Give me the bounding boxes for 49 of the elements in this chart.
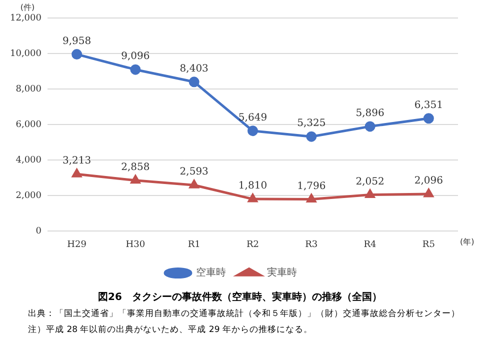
- point: [188, 76, 200, 88]
- text: 注）平成 28 年以前の出典がないため、平成 29 年からの推移になる。: [28, 324, 314, 336]
- y-tick-label: 12,000: [10, 13, 42, 24]
- x-tick-label: R3: [305, 240, 318, 250]
- data-label: 2,096: [414, 176, 443, 187]
- y-tick-label: 8,000: [16, 84, 42, 94]
- point: [306, 131, 317, 142]
- x-tick-label: R2: [246, 240, 260, 250]
- x-tick-label: R4: [364, 240, 377, 250]
- point: [72, 168, 82, 178]
- point: [130, 64, 141, 75]
- point: [365, 189, 375, 198]
- point: [364, 121, 376, 132]
- data-label: 9,096: [121, 51, 150, 62]
- point: [247, 126, 258, 136]
- y-tick-label: 6,000: [16, 120, 42, 130]
- source-note: 出典：「国土交通省」「事業用自動車の交通事故統計（令和５年版）」（財）交通事故総合分析センター）: [28, 308, 461, 320]
- data-label: 8,403: [180, 64, 208, 74]
- point: [130, 175, 140, 184]
- point: [189, 180, 199, 188]
- data-label: 5,325: [297, 118, 326, 130]
- x-tick-label: R5: [422, 240, 436, 250]
- point: [423, 113, 434, 124]
- point: [306, 194, 316, 203]
- data-label: 5,896: [356, 108, 384, 120]
- text: 図26 タクシーの事故件数（空車時、実車時）の推移（全国）: [97, 290, 383, 304]
- y-axis-title: (件): [20, 3, 35, 12]
- data-label: 3,213: [62, 156, 92, 167]
- point: [424, 188, 434, 198]
- legend-label: 実車時: [267, 266, 297, 279]
- data-label: 5,649: [238, 112, 268, 124]
- legend-label: 空車時: [196, 266, 226, 279]
- data-label: 2,858: [121, 162, 150, 174]
- data-label: 6,351: [414, 100, 443, 111]
- data-label: 9,958: [62, 36, 92, 47]
- x-tick-label: R1: [188, 240, 200, 250]
- data-label: 2,052: [356, 176, 384, 188]
- point: [72, 49, 82, 60]
- x-tick-label: H29: [67, 240, 87, 250]
- data-label: 1,796: [297, 180, 326, 192]
- y-tick-label: 0: [36, 226, 42, 237]
- point: [248, 194, 258, 202]
- y-tick-label: 2,000: [16, 191, 42, 202]
- x-tick-label: H30: [126, 240, 146, 250]
- data-label: 1,810: [238, 180, 268, 192]
- x-axis-title: (年): [460, 237, 474, 246]
- y-tick-label: 4,000: [16, 155, 42, 166]
- data-label: 2,593: [180, 166, 208, 178]
- y-tick-label: 10,000: [10, 48, 42, 59]
